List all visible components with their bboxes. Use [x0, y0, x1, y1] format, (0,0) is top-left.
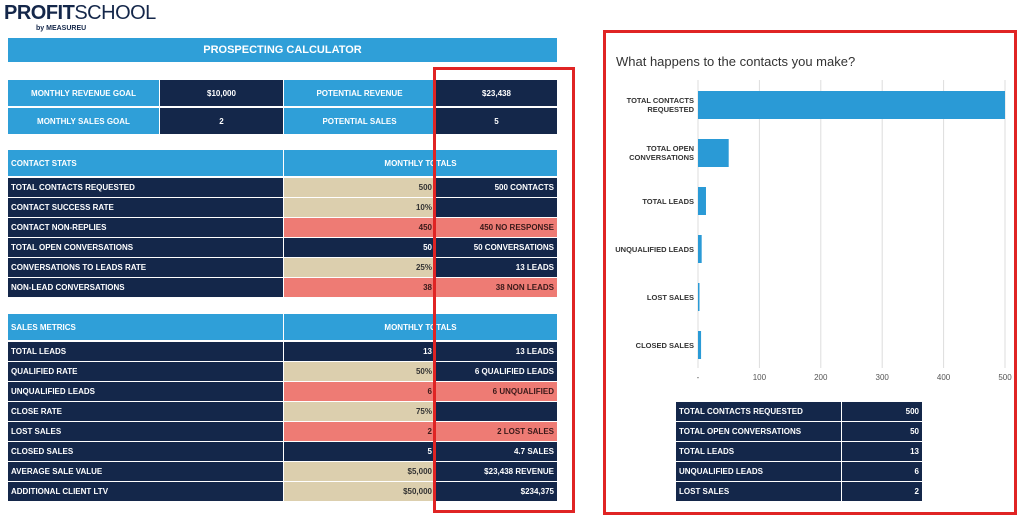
table-cell: TOTAL CONTACTS REQUESTED: [8, 178, 284, 198]
table-cell: UNQUALIFIED LEADS: [8, 382, 284, 402]
table-cell: [436, 198, 558, 218]
x-tick-label: 100: [753, 373, 767, 382]
summary-cell: 2: [842, 482, 923, 502]
table-cell: 13 LEADS: [436, 342, 558, 362]
table-cell: 500 CONTACTS: [436, 178, 558, 198]
table-cell: CLOSED SALES: [8, 442, 284, 462]
table-cell: 4.7 SALES: [436, 442, 558, 462]
x-tick-label: -: [697, 373, 700, 382]
x-tick-label: 200: [814, 373, 828, 382]
chart-title: What happens to the contacts you make?: [616, 54, 856, 69]
table-cell: $234,375: [436, 482, 558, 502]
table-cell: ADDITIONAL CLIENT LTV: [8, 482, 284, 502]
logo-byline: by MEASUREU: [36, 25, 87, 32]
goal-cell: POTENTIAL SALES: [284, 108, 436, 135]
section-header: SALES METRICS: [8, 314, 284, 341]
table-cell: 450 NO RESPONSE: [436, 218, 558, 238]
table-cell: 50 CONVERSATIONS: [436, 238, 558, 258]
summary-cell: TOTAL CONTACTS REQUESTED: [676, 402, 842, 422]
summary-cell: TOTAL LEADS: [676, 442, 842, 462]
table-cell: 6 QUALIFIED LEADS: [436, 362, 558, 382]
bar: [698, 187, 706, 215]
summary-cell: 13: [842, 442, 923, 462]
summary-cell: UNQUALIFIED LEADS: [676, 462, 842, 482]
summary-cell: 6: [842, 462, 923, 482]
bar: [698, 283, 700, 311]
summary-cell: LOST SALES: [676, 482, 842, 502]
highlight-box: [433, 67, 575, 513]
table-cell: QUALIFIED RATE: [8, 362, 284, 382]
section-header: CONTACT STATS: [8, 150, 284, 177]
table-cell: LOST SALES: [8, 422, 284, 442]
table-cell: $23,438 REVENUE: [436, 462, 558, 482]
goal-cell: POTENTIAL REVENUE: [284, 80, 436, 107]
table-cell: CONVERSATIONS TO LEADS RATE: [8, 258, 284, 278]
bar: [698, 235, 702, 263]
logo-bold: PROFIT: [4, 2, 75, 24]
bar: [698, 91, 1005, 119]
table-cell: 13 LEADS: [436, 258, 558, 278]
table-cell: 6 UNQUALIFIED: [436, 382, 558, 402]
goal-cell: 2: [160, 108, 284, 135]
goal-cell: $23,438: [436, 80, 558, 107]
section-header: MONTHLY TOTALS: [284, 150, 558, 177]
logo-light: SCHOOL: [74, 2, 156, 24]
y-tick-label: LOST SALES: [646, 292, 694, 302]
y-tick-label: CLOSED SALES: [635, 340, 694, 350]
summary-cell: 50: [842, 422, 923, 442]
goal-cell: MONTHLY SALES GOAL: [8, 108, 160, 135]
bar: [698, 139, 729, 167]
table-cell: TOTAL OPEN CONVERSATIONS: [8, 238, 284, 258]
x-tick-label: 300: [876, 373, 890, 382]
calculator-title: PROSPECTING CALCULATOR: [8, 38, 558, 63]
table-cell: 38 NON LEADS: [436, 278, 558, 298]
goal-cell: MONTHLY REVENUE GOAL: [8, 80, 160, 107]
goal-cell: 5: [436, 108, 558, 135]
table-cell: 2 LOST SALES: [436, 422, 558, 442]
y-tick-label: TOTAL OPEN CONVERSATIONS: [629, 144, 694, 162]
table-cell: NON-LEAD CONVERSATIONS: [8, 278, 284, 298]
table-cell: CONTACT SUCCESS RATE: [8, 198, 284, 218]
y-tick-label: TOTAL LEADS: [642, 196, 694, 206]
x-tick-label: 400: [937, 373, 951, 382]
logo: PROFITSCHOOL by MEASUREU: [0, 0, 200, 36]
summary-cell: TOTAL OPEN CONVERSATIONS: [676, 422, 842, 442]
y-tick-label: UNQUALIFIED LEADS: [615, 244, 694, 254]
table-cell: AVERAGE SALE VALUE: [8, 462, 284, 482]
table-cell: CLOSE RATE: [8, 402, 284, 422]
bar: [698, 331, 702, 359]
section-header: MONTHLY TOTALS: [284, 314, 558, 341]
table-cell: [436, 402, 558, 422]
goal-cell: $10,000: [160, 80, 284, 107]
highlight-box: [603, 30, 1017, 515]
table-cell: TOTAL LEADS: [8, 342, 284, 362]
table-cell: CONTACT NON-REPLIES: [8, 218, 284, 238]
y-tick-label: TOTAL CONTACTS REQUESTED: [626, 96, 694, 114]
logo-name: PROFITSCHOOL: [4, 2, 156, 25]
summary-cell: 500: [842, 402, 923, 422]
x-tick-label: 500: [998, 373, 1012, 382]
